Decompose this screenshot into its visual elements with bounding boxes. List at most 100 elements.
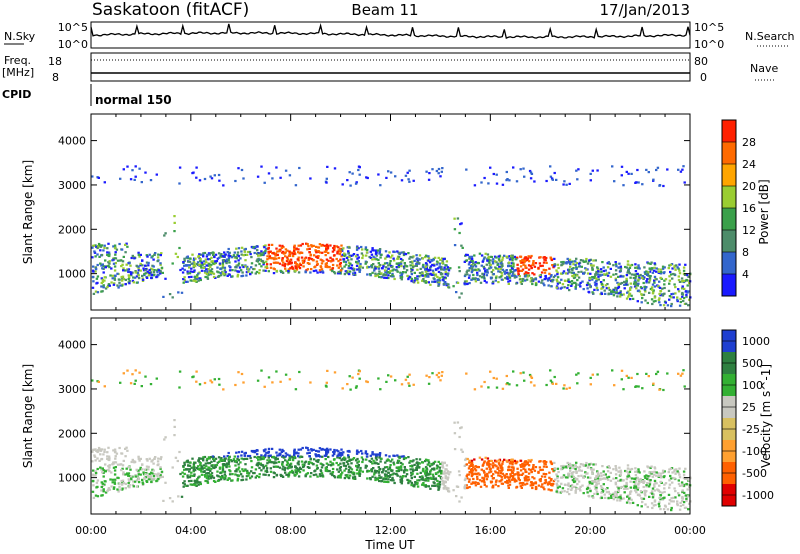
velocity-cell	[275, 451, 278, 454]
velocity-cell	[608, 492, 611, 496]
velocity-cell	[178, 386, 181, 389]
power-cell	[182, 278, 185, 281]
power-cell	[677, 168, 680, 171]
velocity-cell	[382, 469, 385, 472]
power-cell	[382, 265, 385, 268]
velocity-cell	[466, 477, 469, 480]
velocity-cell	[145, 458, 148, 461]
velocity-cell	[532, 466, 535, 469]
power-cell	[424, 281, 427, 284]
power-cell	[387, 271, 390, 274]
velocity-cell	[597, 482, 600, 485]
power-cell	[674, 268, 677, 271]
power-cell	[212, 272, 216, 275]
velocity-cell	[383, 466, 387, 469]
power-cell	[510, 266, 514, 269]
power-cell	[139, 262, 142, 265]
power-cell	[581, 259, 585, 262]
velocity-cell	[628, 470, 632, 473]
velocity-cell	[263, 455, 267, 459]
power-cell	[384, 271, 387, 274]
velocity-cell	[221, 459, 225, 462]
nsky-label: N.Sky	[4, 30, 36, 43]
power-cell	[618, 262, 621, 265]
power-cell	[348, 255, 351, 258]
power-cell	[128, 271, 132, 274]
velocity-cell	[390, 469, 393, 473]
velocity-cell	[327, 463, 330, 466]
velocity-cell	[214, 465, 217, 469]
velocity-cell	[121, 479, 125, 482]
velocity-cell	[94, 470, 98, 473]
power-cell	[341, 183, 344, 186]
velocity-cell	[579, 489, 582, 492]
power-cell	[240, 168, 244, 172]
power-cell	[643, 288, 646, 291]
velocity-cell	[384, 470, 388, 473]
power-cell	[626, 263, 630, 266]
velocity-cell	[501, 472, 505, 475]
velocity-cell	[470, 461, 474, 464]
power-cell	[377, 267, 380, 270]
velocity-cell	[225, 466, 228, 469]
power-cell	[669, 263, 673, 266]
power-cell	[595, 282, 598, 285]
power-cell	[219, 274, 223, 277]
velocity-cell	[437, 460, 440, 463]
velocity-cell	[128, 475, 132, 478]
power-cell	[277, 256, 281, 260]
power-cell	[94, 266, 98, 269]
velocity-cell	[682, 473, 686, 476]
power-cell	[543, 271, 547, 274]
power-cell	[651, 292, 655, 295]
power-cell	[510, 254, 513, 257]
power-cell	[568, 268, 571, 271]
velocity-cell	[325, 385, 328, 388]
velocity-cell	[108, 488, 111, 491]
velocity-cell	[342, 451, 345, 454]
velocity-cell	[476, 477, 479, 481]
velocity-cell	[491, 464, 495, 467]
velocity-cell	[345, 475, 349, 478]
velocity-cell	[472, 477, 475, 481]
velocity-cell	[339, 469, 342, 472]
power-cell	[424, 275, 428, 278]
velocity-cell	[578, 469, 581, 472]
velocity-cell	[370, 470, 374, 473]
power-cell	[310, 258, 314, 261]
velocity-cell	[156, 474, 159, 478]
power-cell	[314, 249, 317, 252]
power-cell	[260, 259, 264, 263]
velocity-cell	[556, 484, 559, 487]
power-cell	[429, 265, 433, 268]
velocity-cell	[202, 459, 205, 462]
velocity-cell	[458, 435, 461, 439]
velocity-cell	[276, 457, 279, 460]
velocity-cell	[412, 383, 415, 386]
power-cell	[514, 275, 517, 278]
power-cell	[592, 264, 595, 267]
power-cell	[668, 264, 671, 267]
power-cell	[653, 275, 657, 278]
power-cell	[607, 293, 610, 296]
velocity-cell	[678, 484, 682, 487]
power-cell	[542, 261, 546, 264]
power-cell	[501, 268, 505, 271]
power-cell	[314, 269, 318, 272]
power-cell	[441, 261, 444, 264]
velocity-cell	[339, 454, 342, 457]
power-cell	[303, 259, 306, 262]
power-cell	[150, 276, 153, 280]
velocity-cell	[614, 483, 618, 486]
velocity-cell	[655, 471, 658, 474]
velocity-cell	[350, 462, 353, 465]
power-cell	[658, 280, 661, 283]
power-cell	[434, 274, 437, 277]
velocity-cell	[507, 468, 510, 471]
power-cell	[137, 274, 140, 277]
velocity-cell	[343, 456, 346, 459]
velocity-cell	[159, 476, 162, 479]
power-cell	[458, 296, 461, 299]
power-cell	[605, 272, 609, 275]
freq-unit-label: [MHz]	[2, 66, 34, 79]
